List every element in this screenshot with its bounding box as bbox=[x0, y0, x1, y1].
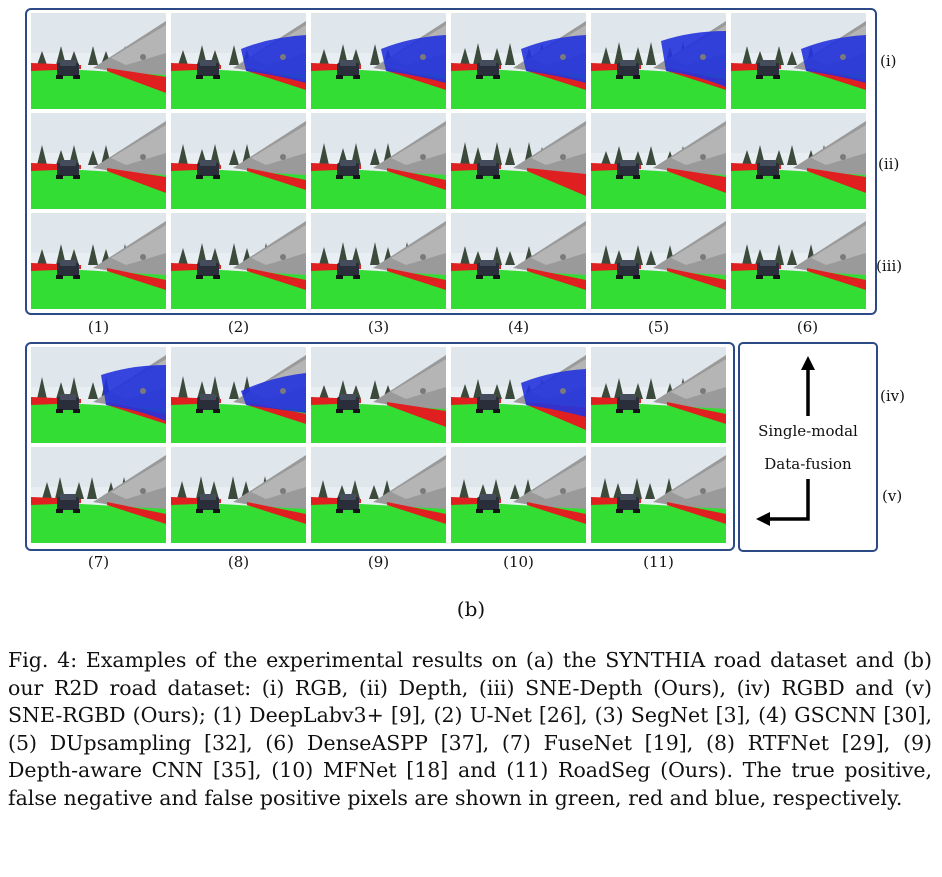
arrow-down-left-icon bbox=[756, 479, 810, 526]
result-thumbnail bbox=[451, 213, 586, 309]
result-thumbnail bbox=[31, 13, 166, 109]
result-thumbnail bbox=[31, 213, 166, 309]
result-thumbnail bbox=[311, 447, 446, 543]
result-thumbnail bbox=[451, 13, 586, 109]
result-thumbnail bbox=[31, 447, 166, 543]
result-thumbnail bbox=[451, 347, 586, 443]
result-thumbnail bbox=[451, 447, 586, 543]
result-thumbnail bbox=[591, 347, 726, 443]
result-thumbnail bbox=[171, 13, 306, 109]
row-label-iii: (iii) bbox=[876, 257, 903, 275]
result-thumbnail bbox=[731, 113, 866, 209]
col-label-9: (9) bbox=[367, 553, 390, 571]
row-label-v: (v) bbox=[882, 487, 903, 505]
result-thumbnail bbox=[451, 113, 586, 209]
row-label-iv: (iv) bbox=[880, 387, 905, 405]
result-thumbnail bbox=[311, 113, 446, 209]
result-thumbnail bbox=[31, 347, 166, 443]
result-thumbnail bbox=[591, 13, 726, 109]
col-label-5: (5) bbox=[647, 318, 670, 336]
data-fusion-panel bbox=[25, 342, 735, 551]
col-label-8: (8) bbox=[227, 553, 250, 571]
col-label-6: (6) bbox=[796, 318, 819, 336]
col-label-7: (7) bbox=[87, 553, 110, 571]
col-label-10: (10) bbox=[503, 553, 534, 571]
single-modal-panel bbox=[25, 8, 877, 315]
col-label-3: (3) bbox=[367, 318, 390, 336]
modality-legend: Single-modal Data-fusion bbox=[738, 342, 878, 552]
result-thumbnail bbox=[171, 447, 306, 543]
result-thumbnail bbox=[171, 347, 306, 443]
result-thumbnail bbox=[171, 213, 306, 309]
figure-caption: Fig. 4: Examples of the experimental res… bbox=[8, 648, 932, 810]
col-label-4: (4) bbox=[507, 318, 530, 336]
result-thumbnail bbox=[311, 213, 446, 309]
arrow-up-icon bbox=[801, 356, 815, 416]
result-thumbnail bbox=[731, 13, 866, 109]
row-label-i: (i) bbox=[880, 52, 897, 70]
result-thumbnail bbox=[311, 347, 446, 443]
row-label-ii: (ii) bbox=[878, 155, 900, 173]
col-label-1: (1) bbox=[87, 318, 110, 336]
subfigure-label: (b) bbox=[456, 597, 486, 621]
data-fusion-label: Data-fusion bbox=[764, 455, 852, 473]
single-modal-label: Single-modal bbox=[758, 422, 858, 440]
result-thumbnail bbox=[171, 113, 306, 209]
result-thumbnail bbox=[591, 213, 726, 309]
result-thumbnail bbox=[591, 113, 726, 209]
result-thumbnail bbox=[591, 447, 726, 543]
result-thumbnail bbox=[311, 13, 446, 109]
col-label-11: (11) bbox=[643, 553, 674, 571]
col-label-2: (2) bbox=[227, 318, 250, 336]
result-thumbnail bbox=[31, 113, 166, 209]
result-thumbnail bbox=[731, 213, 866, 309]
